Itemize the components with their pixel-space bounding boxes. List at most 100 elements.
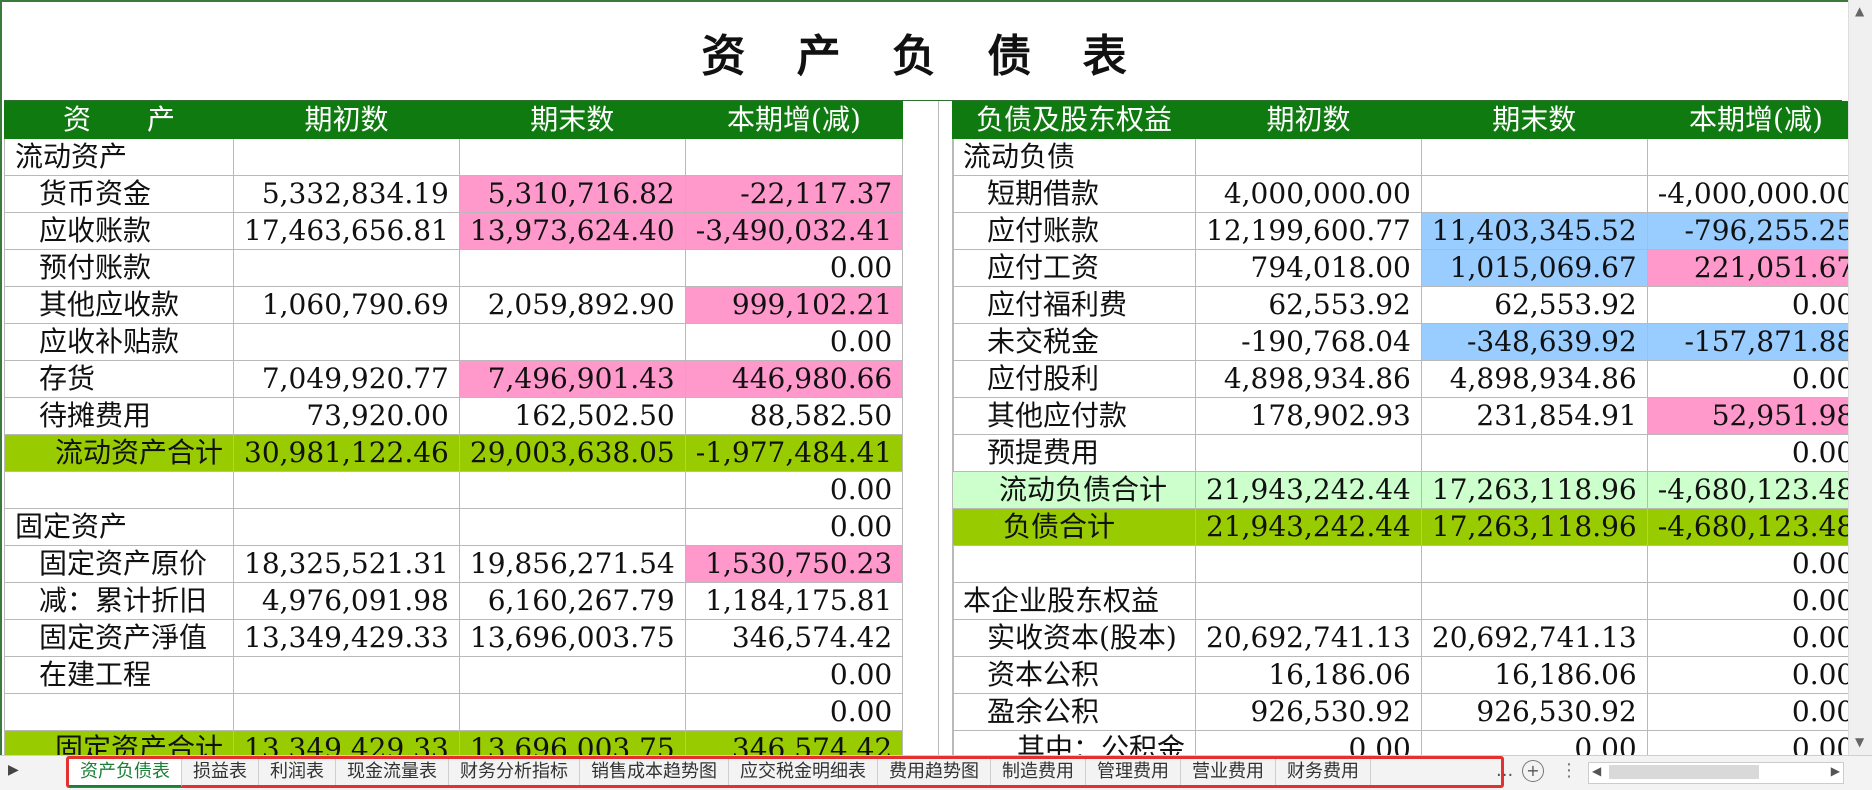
liabilities-change-cell[interactable]: -796,255.25 [1646,212,1848,250]
liabilities-row-label-cell[interactable]: 资本公积 [951,656,1197,694]
liabilities-begin-cell[interactable]: 62,553.92 [1195,286,1422,324]
assets-end-cell[interactable]: 13,973,624.40 [458,212,686,250]
assets-row-label-cell[interactable] [3,471,235,509]
scroll-down-icon[interactable]: ▼ [1855,735,1865,749]
more-tabs-indicator[interactable]: ... [1496,760,1514,781]
liabilities-change-cell[interactable]: 0.00 [1646,434,1848,472]
assets-row-label-cell[interactable]: 流动资产合计 [3,434,235,472]
liabilities-change-cell[interactable]: -4,000,000.00 [1646,175,1848,213]
assets-change-cell[interactable]: 346,574.42 [684,730,904,755]
assets-begin-cell[interactable] [233,656,460,694]
liabilities-begin-cell[interactable] [1195,582,1422,620]
liabilities-begin-cell[interactable]: 0.00 [1195,730,1422,755]
spreadsheet-area[interactable]: 资 产 负 债 表 资 产期初数 期末数 本期增(减) 流动资产 货币资金 5,332,8… [0,0,1848,755]
liabilities-begin-cell[interactable]: 4,000,000.00 [1195,175,1422,213]
liabilities-row-label-cell[interactable]: 其他应付款 [951,397,1197,435]
assets-begin-cell[interactable]: 7,049,920.77 [233,360,460,398]
assets-end-cell[interactable]: 162,502.50 [458,397,686,435]
liabilities-begin-cell[interactable]: 16,186.06 [1195,656,1422,694]
liabilities-begin-cell[interactable]: 926,530.92 [1195,693,1422,731]
assets-begin-cell[interactable] [233,471,460,509]
assets-change-cell[interactable]: 0.00 [684,471,904,509]
liabilities-column-header[interactable]: 期末数 [1420,101,1648,139]
assets-change-cell[interactable]: 346,574.42 [684,619,904,657]
liabilities-row-label-cell[interactable]: 实收资本(股本) [951,619,1197,657]
liabilities-end-cell[interactable]: 11,403,345.52 [1420,212,1648,250]
liabilities-end-cell[interactable]: 17,263,118.96 [1420,471,1648,509]
assets-begin-cell[interactable]: 4,976,091.98 [233,582,460,620]
assets-row-label-cell[interactable] [3,693,235,731]
assets-row-label-cell[interactable]: 其他应收款 [3,286,235,324]
assets-end-cell[interactable] [458,249,686,287]
liabilities-end-cell[interactable] [1420,582,1648,620]
horizontal-scrollbar[interactable]: ◀ ▶ [1588,762,1844,784]
liabilities-row-label-cell[interactable]: 本企业股东权益 [951,582,1197,620]
liabilities-end-cell[interactable]: 17,263,118.96 [1420,508,1648,546]
liabilities-change-cell[interactable]: -157,871.88 [1646,323,1848,361]
assets-change-cell[interactable]: -22,117.37 [684,175,904,213]
assets-row-label-cell[interactable]: 货币资金 [3,175,235,213]
assets-begin-cell[interactable] [233,138,460,176]
liabilities-end-cell[interactable]: 4,898,934.86 [1420,360,1648,398]
assets-begin-cell[interactable] [233,249,460,287]
sheet-tab[interactable]: 应交税金明细表 [729,759,878,785]
assets-row-label-cell[interactable]: 流动资产 [3,138,235,176]
liabilities-change-cell[interactable]: 52,951.98 [1646,397,1848,435]
assets-change-cell[interactable]: -3,490,032.41 [684,212,904,250]
sheet-tab[interactable]: 资产负债表 [69,759,182,787]
assets-row-label-cell[interactable]: 待摊费用 [3,397,235,435]
assets-row-label-cell[interactable]: 应收账款 [3,212,235,250]
sheet-tab[interactable]: 财务分析指标 [449,759,580,785]
liabilities-change-cell[interactable]: 0.00 [1646,360,1848,398]
liabilities-row-label-cell[interactable]: 应付福利费 [951,286,1197,324]
assets-begin-cell[interactable]: 30,981,122.46 [233,434,460,472]
assets-begin-cell[interactable] [233,508,460,546]
assets-change-cell[interactable]: 1,530,750.23 [684,545,904,583]
liabilities-change-cell[interactable]: 0.00 [1646,545,1848,583]
assets-change-cell[interactable]: 999,102.21 [684,286,904,324]
assets-begin-cell[interactable] [233,323,460,361]
scroll-right-icon[interactable]: ▶ [1830,764,1840,778]
assets-begin-cell[interactable]: 13,349,429.33 [233,730,460,755]
assets-row-label-cell[interactable]: 固定资产原价 [3,545,235,583]
assets-end-cell[interactable] [458,693,686,731]
liabilities-row-label-cell[interactable]: 负债合计 [951,508,1197,546]
assets-change-cell[interactable]: 0.00 [684,323,904,361]
scroll-up-icon[interactable]: ▲ [1855,4,1865,18]
liabilities-end-cell[interactable]: 926,530.92 [1420,693,1648,731]
vertical-scrollbar[interactable]: ▲ ▼ [1848,0,1872,755]
assets-change-cell[interactable]: 446,980.66 [684,360,904,398]
assets-end-cell[interactable]: 29,003,638.05 [458,434,686,472]
assets-column-header[interactable]: 资 产 [3,101,235,139]
sheet-tab[interactable]: 制造费用 [991,759,1086,785]
sheet-tab[interactable]: 营业费用 [1181,759,1276,785]
sheet-tab[interactable]: 费用趋势图 [878,759,991,785]
assets-column-header[interactable]: 本期增(减) [684,101,904,139]
liabilities-row-label-cell[interactable]: 应付股利 [951,360,1197,398]
liabilities-end-cell[interactable] [1420,175,1648,213]
liabilities-change-cell[interactable]: -4,680,123.48 [1646,471,1848,509]
assets-begin-cell[interactable]: 1,060,790.69 [233,286,460,324]
assets-begin-cell[interactable]: 18,325,521.31 [233,545,460,583]
liabilities-begin-cell[interactable] [1195,434,1422,472]
liabilities-begin-cell[interactable]: 4,898,934.86 [1195,360,1422,398]
assets-end-cell[interactable]: 2,059,892.90 [458,286,686,324]
assets-row-label-cell[interactable]: 减：累计折旧 [3,582,235,620]
assets-end-cell[interactable]: 6,160,267.79 [458,582,686,620]
liabilities-end-cell[interactable]: -348,639.92 [1420,323,1648,361]
assets-row-label-cell[interactable]: 应收补贴款 [3,323,235,361]
liabilities-begin-cell[interactable]: 12,199,600.77 [1195,212,1422,250]
assets-change-cell[interactable]: 0.00 [684,693,904,731]
liabilities-change-cell[interactable]: 0.00 [1646,656,1848,694]
assets-change-cell[interactable]: 1,184,175.81 [684,582,904,620]
liabilities-begin-cell[interactable]: -190,768.04 [1195,323,1422,361]
assets-change-cell[interactable]: 0.00 [684,656,904,694]
assets-row-label-cell[interactable]: 固定资产合计 [3,730,235,755]
sheet-tab[interactable]: 管理费用 [1086,759,1181,785]
assets-column-header[interactable]: 期末数 [458,101,686,139]
liabilities-change-cell[interactable]: 0.00 [1646,693,1848,731]
assets-begin-cell[interactable]: 73,920.00 [233,397,460,435]
liabilities-change-cell[interactable]: 221,051.67 [1646,249,1848,287]
liabilities-end-cell[interactable]: 16,186.06 [1420,656,1648,694]
liabilities-begin-cell[interactable] [1195,138,1422,176]
